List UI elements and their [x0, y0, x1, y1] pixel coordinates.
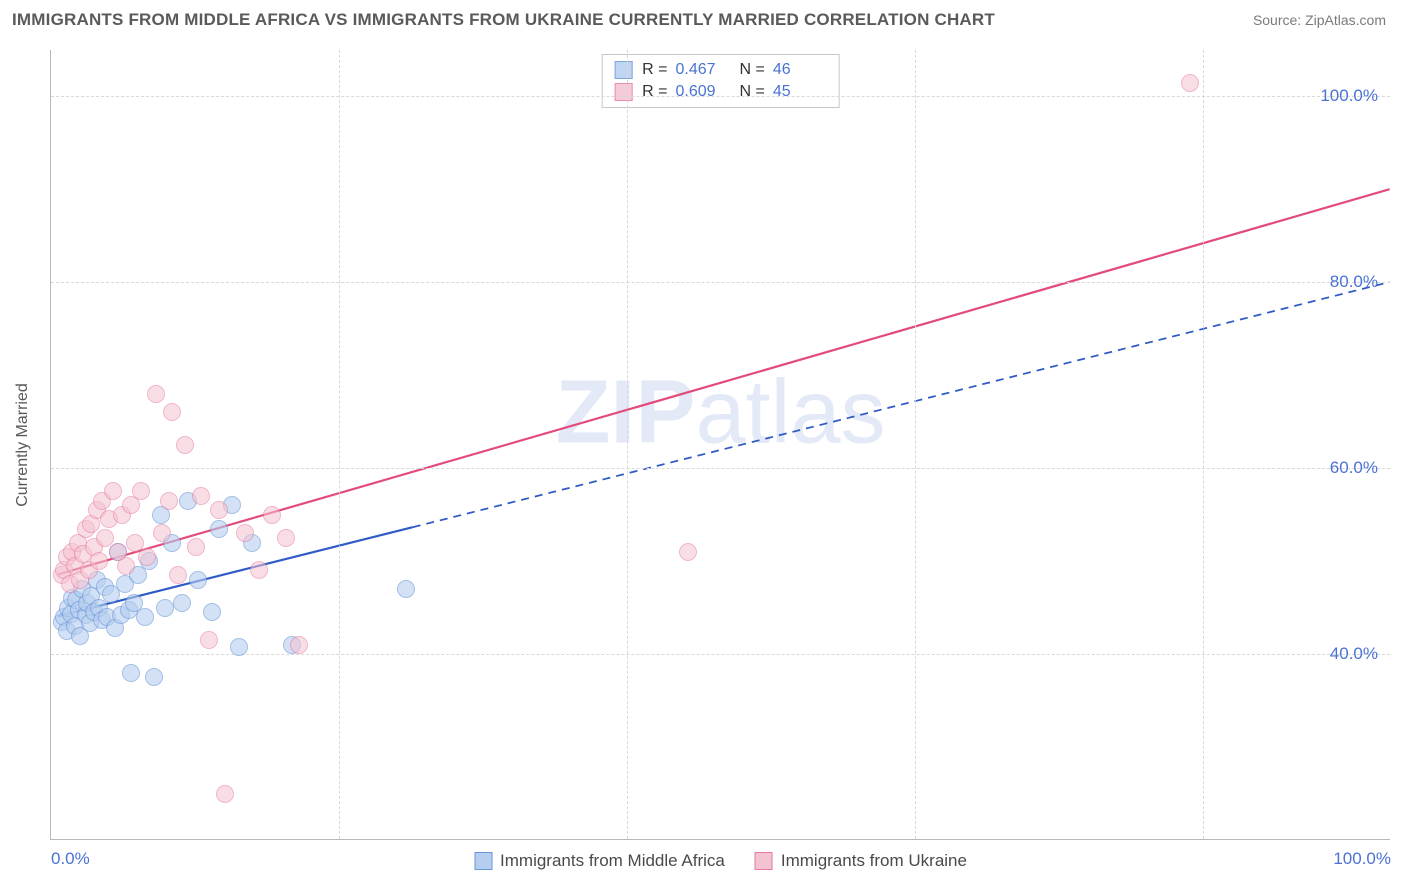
legend-swatch [474, 852, 492, 870]
legend-row: R = 0.609 N = 45 [614, 81, 827, 103]
scatter-point [1181, 74, 1199, 92]
scatter-point [679, 543, 697, 561]
scatter-point [145, 668, 163, 686]
legend-n-label: N = [740, 83, 765, 101]
scatter-point [122, 664, 140, 682]
scatter-point [90, 552, 108, 570]
watermark: ZIPatlas [555, 361, 885, 464]
scatter-point [210, 520, 228, 538]
trend-lines-layer [51, 50, 1390, 839]
scatter-point [169, 566, 187, 584]
legend-swatch [614, 83, 632, 101]
scatter-point [138, 548, 156, 566]
legend-row: R = 0.467 N = 46 [614, 59, 827, 81]
scatter-point [163, 403, 181, 421]
scatter-chart: Currently Married ZIPatlas R =0.467N =46… [50, 50, 1390, 840]
scatter-point [236, 524, 254, 542]
scatter-point [187, 538, 205, 556]
scatter-point [117, 557, 135, 575]
y-tick-label: 100.0% [1320, 86, 1378, 106]
scatter-point [147, 385, 165, 403]
scatter-point [176, 436, 194, 454]
trend-line-extrapolated [413, 282, 1390, 527]
correlation-legend: R = 0.467 N = 46 R = 0.609 N = 45 [601, 54, 840, 108]
scatter-point [216, 785, 234, 803]
series-legend: Immigrants from Middle Africa Immigrants … [474, 851, 967, 871]
series-legend-label: Immigrants from Ukraine [781, 851, 967, 871]
scatter-point [189, 571, 207, 589]
x-tick-label: 0.0% [51, 849, 90, 869]
scatter-point [397, 580, 415, 598]
gridline-horizontal [51, 96, 1390, 97]
chart-title: IMMIGRANTS FROM MIDDLE AFRICA VS IMMIGRA… [12, 10, 995, 30]
legend-n-value: 45 [773, 83, 827, 101]
source-attribution: Source: ZipAtlas.com [1253, 12, 1386, 28]
gridline-vertical [1203, 50, 1204, 839]
y-tick-label: 40.0% [1330, 644, 1378, 664]
legend-n-label: N = [740, 61, 765, 79]
scatter-point [250, 561, 268, 579]
scatter-point [136, 608, 154, 626]
y-tick-label: 60.0% [1330, 458, 1378, 478]
gridline-horizontal [51, 282, 1390, 283]
gridline-vertical [915, 50, 916, 839]
x-tick-label: 100.0% [1333, 849, 1391, 869]
legend-n-value: 46 [773, 61, 827, 79]
source-name: ZipAtlas.com [1305, 12, 1386, 28]
legend-r-label: R = [642, 83, 667, 101]
scatter-point [96, 529, 114, 547]
scatter-point [153, 524, 171, 542]
scatter-point [192, 487, 210, 505]
gridline-vertical [339, 50, 340, 839]
series-legend-item: Immigrants from Ukraine [755, 851, 967, 871]
legend-r-value: 0.467 [676, 61, 730, 79]
plot-area: Currently Married ZIPatlas R =0.467N =46… [50, 50, 1390, 840]
legend-r-label: R = [642, 61, 667, 79]
scatter-point [277, 529, 295, 547]
y-tick-label: 80.0% [1330, 272, 1378, 292]
scatter-point [132, 482, 150, 500]
series-legend-item: Immigrants from Middle Africa [474, 851, 725, 871]
scatter-point [230, 638, 248, 656]
scatter-point [203, 603, 221, 621]
y-axis-title: Currently Married [14, 383, 32, 507]
gridline-horizontal [51, 654, 1390, 655]
scatter-point [263, 506, 281, 524]
source-label: Source: [1253, 12, 1301, 28]
gridline-horizontal [51, 468, 1390, 469]
legend-r-value: 0.609 [676, 83, 730, 101]
gridline-vertical [627, 50, 628, 839]
scatter-point [160, 492, 178, 510]
legend-swatch [614, 61, 632, 79]
scatter-point [104, 482, 122, 500]
series-legend-label: Immigrants from Middle Africa [500, 851, 725, 871]
legend-swatch [755, 852, 773, 870]
scatter-point [156, 599, 174, 617]
scatter-point [173, 594, 191, 612]
scatter-point [200, 631, 218, 649]
scatter-point [210, 501, 228, 519]
trend-line [58, 189, 1390, 574]
scatter-point [290, 636, 308, 654]
